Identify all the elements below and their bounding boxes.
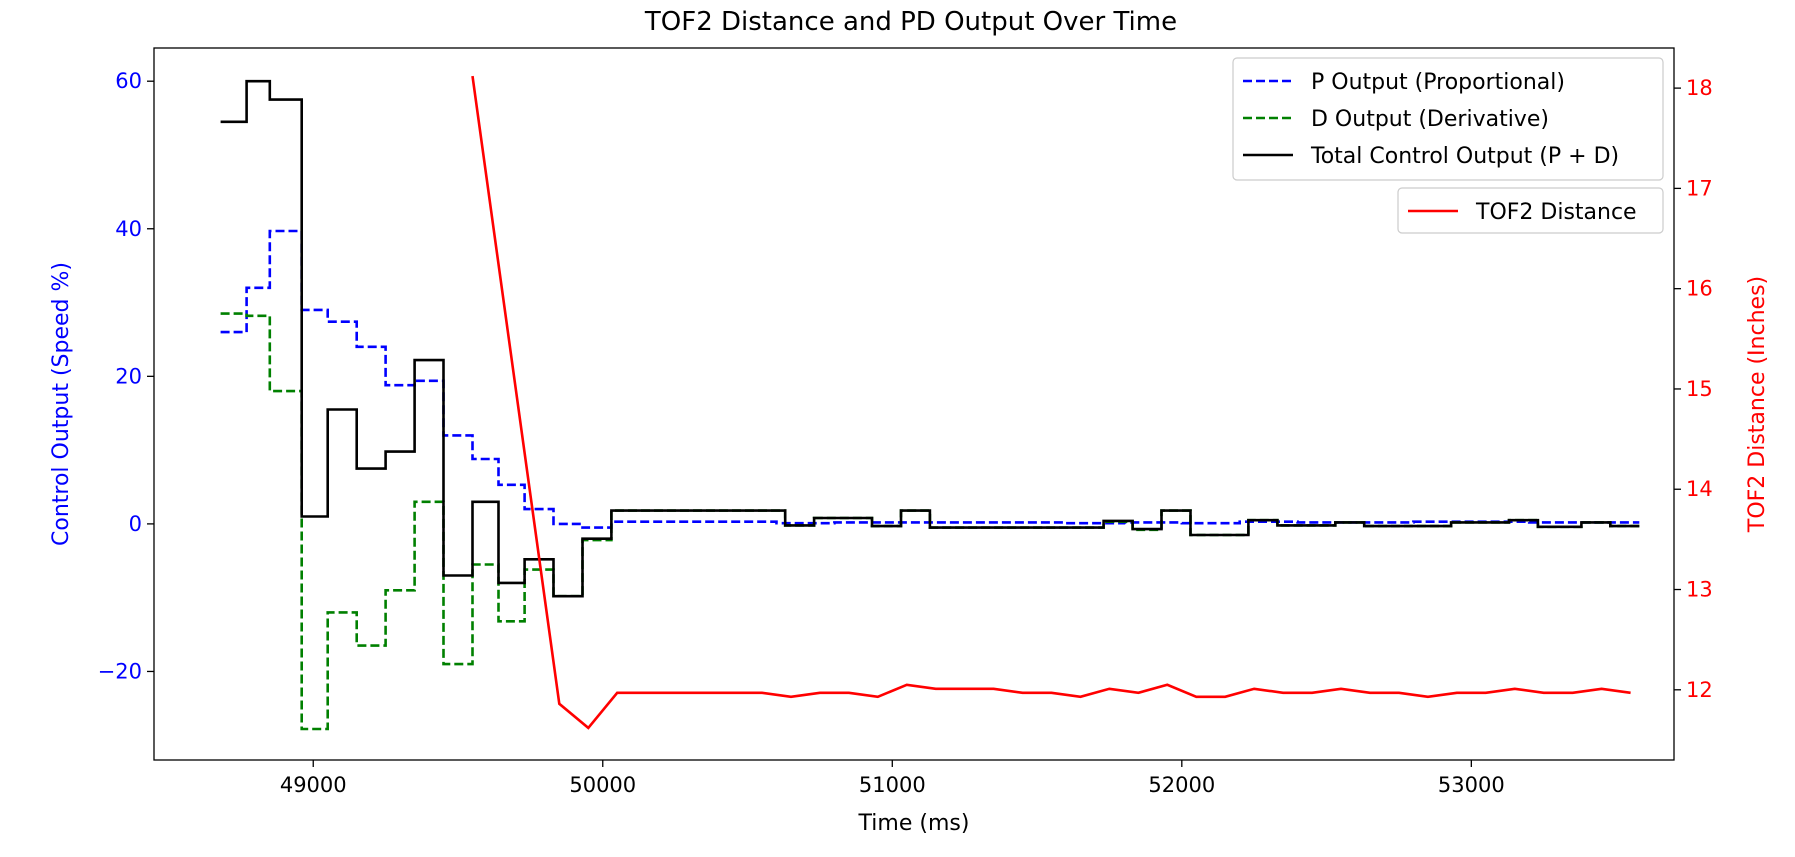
x-tick-label: 53000 (1438, 773, 1505, 797)
y2-tick-label: 13 (1686, 578, 1713, 602)
y-tick-label: 60 (115, 69, 142, 93)
x-axis-label: Time (ms) (858, 811, 970, 836)
legend-main-box (1232, 57, 1664, 181)
y-tick-label: 0 (129, 512, 142, 536)
y-tick-label: 20 (115, 364, 142, 388)
y2-axis-label: TOF2 Distance (Inches) (1745, 276, 1770, 533)
series-tof2-distance-line (471, 75, 1631, 730)
y2-tick-label: 12 (1686, 678, 1713, 702)
legend-main: P Output (Proportional) D Output (Deriva… (1232, 57, 1664, 181)
legend-label-p: P Output (Proportional) (1311, 70, 1565, 95)
y2-tick-label: 18 (1686, 76, 1713, 100)
x-tick-label: 50000 (569, 773, 636, 797)
y-axis-right: 18 17 16 15 14 13 12 (1674, 76, 1713, 702)
y2-tick-label: 16 (1686, 277, 1713, 301)
y-axis-left: 60 40 20 0 −20 (98, 69, 154, 683)
legend-secondary: TOF2 Distance (1397, 187, 1664, 234)
x-tick-label: 52000 (1148, 773, 1215, 797)
x-tick-label: 51000 (859, 773, 926, 797)
y2-tick-label: 15 (1686, 377, 1713, 401)
series-layer (220, 75, 1640, 731)
legend-label-total: Total Control Output (P + D) (1310, 144, 1619, 169)
y2-tick-label: 14 (1686, 477, 1713, 501)
x-tick-label: 49000 (280, 773, 347, 797)
chart-title: TOF2 Distance and PD Output Over Time (644, 7, 1177, 37)
legend-label-tof: TOF2 Distance (1475, 200, 1637, 225)
plot-frame (153, 47, 1675, 761)
y-tick-label: 40 (115, 217, 142, 241)
legend-label-d: D Output (Derivative) (1311, 107, 1549, 132)
plot-area (220, 75, 1640, 731)
y2-tick-label: 17 (1686, 176, 1713, 200)
x-axis: 49000 50000 51000 52000 53000 (280, 760, 1505, 797)
series-total-output-line (220, 79, 1640, 598)
y-axis-label: Control Output (Speed %) (49, 262, 74, 546)
y-tick-label: −20 (98, 659, 142, 683)
legend-secondary-box (1397, 187, 1664, 234)
